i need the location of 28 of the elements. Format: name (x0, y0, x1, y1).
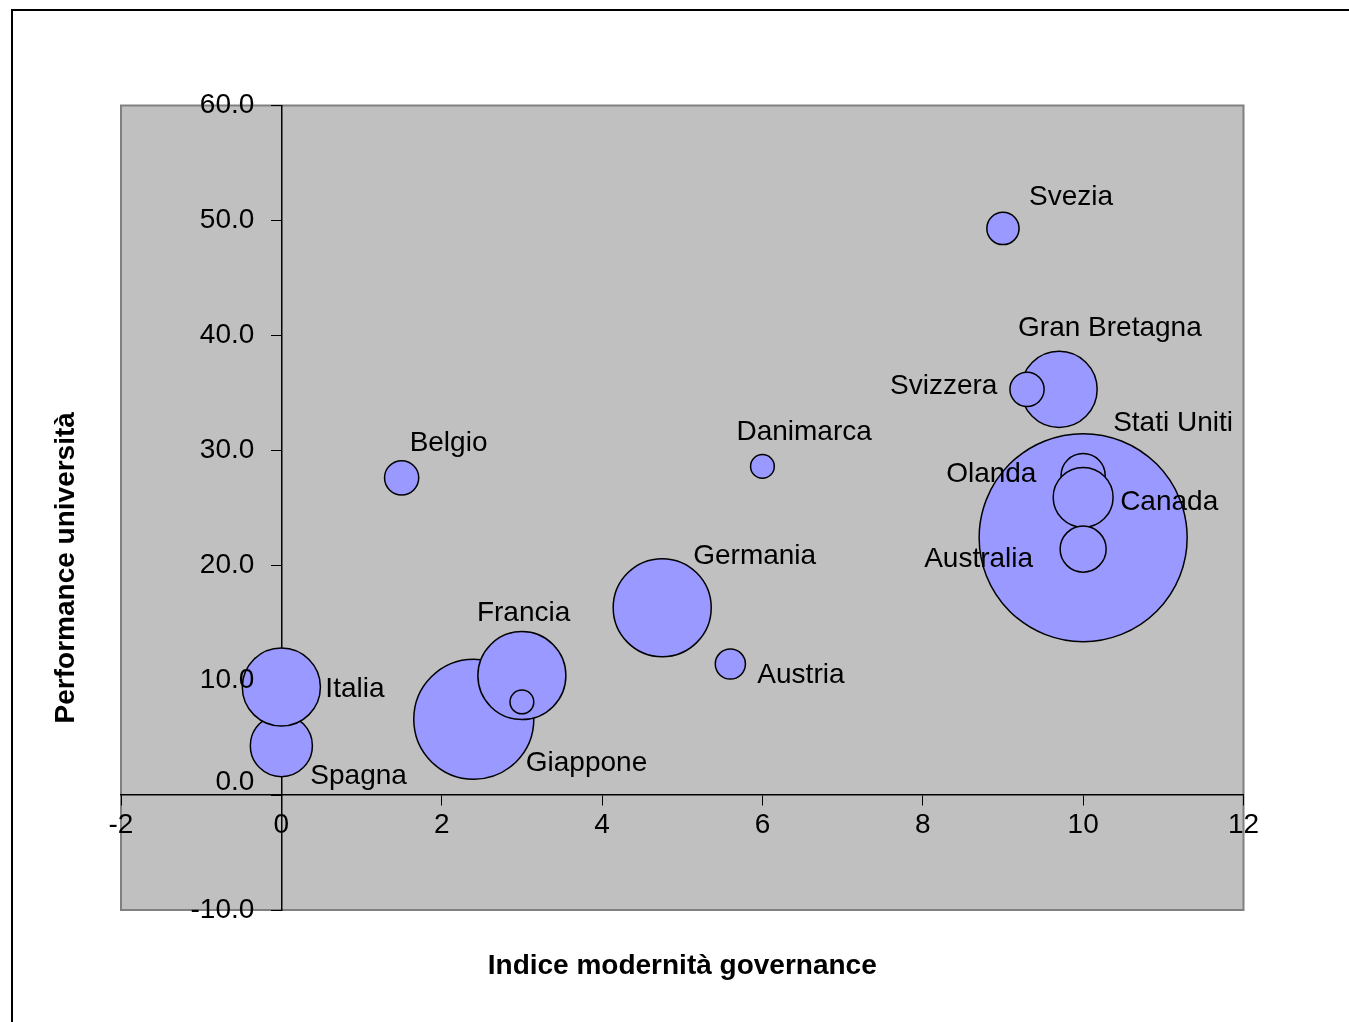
annotation: Austria (757, 657, 845, 689)
annotation: Italia (325, 671, 385, 703)
x-axis-title: Indice modernità governance (487, 948, 877, 980)
annotation: Belgio (409, 425, 488, 457)
y-tick-label: 60.0 (199, 88, 255, 120)
x-tick-label: 4 (594, 807, 610, 839)
y-tick-label: 40.0 (199, 318, 255, 350)
x-tick-label: 8 (915, 807, 931, 839)
annotation: Giappone (525, 745, 648, 777)
x-tick-label: 10 (1067, 807, 1099, 839)
x-tick-label: 12 (1227, 807, 1260, 839)
y-tick-label: 20.0 (199, 547, 255, 579)
x-tick-label: 6 (754, 807, 771, 839)
annotation: Germania (693, 539, 817, 571)
annotation: Svizzera (890, 369, 998, 401)
annotation: Stati Uniti (1113, 406, 1233, 438)
y-tick-label: 0.0 (215, 764, 255, 796)
x-tick-label: 2 (433, 807, 450, 839)
annotation: Svezia (1028, 180, 1114, 212)
annotation: Gran Bretagna (1018, 311, 1203, 343)
annotation: Spagna (310, 759, 408, 791)
annotation: Francia (476, 596, 571, 628)
x-tick-label: -2 (108, 807, 134, 839)
y-tick-label: 30.0 (199, 433, 255, 464)
y-tick-label: 50.0 (199, 203, 255, 235)
annotation: Danimarca (736, 415, 873, 447)
y-axis-title: Performance università (48, 411, 80, 724)
y-tick-label: -10.0 (190, 892, 255, 924)
